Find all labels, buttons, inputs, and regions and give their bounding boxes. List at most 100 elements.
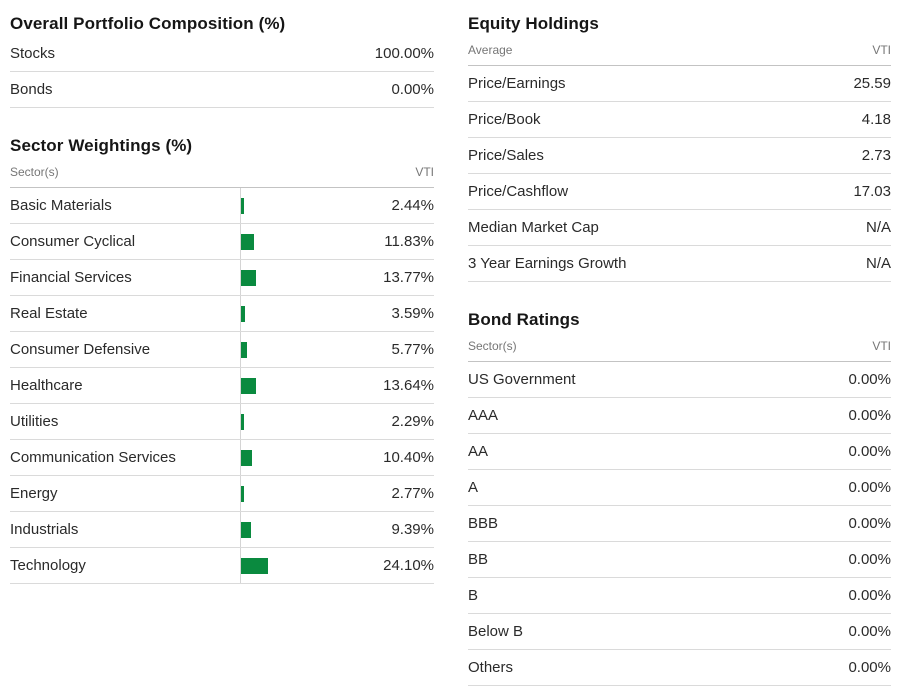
- table-row: Consumer Defensive 5.77%: [10, 332, 434, 368]
- row-label: AAA: [468, 407, 499, 424]
- row-label: B: [468, 587, 479, 604]
- row-label: Communication Services: [10, 449, 176, 466]
- row-value: 10.40%: [383, 449, 434, 466]
- row-label: BBB: [468, 515, 499, 532]
- table-row: Financial Services 13.77%: [10, 260, 434, 296]
- sector-weightings-column-header: Sector(s) VTI: [10, 158, 434, 188]
- sector-bar: [241, 377, 256, 394]
- sector-weightings-section: Sector Weightings (%) Sector(s) VTI Basi…: [10, 108, 434, 584]
- row-value: 24.10%: [383, 557, 434, 574]
- row-label: Below B: [468, 623, 524, 640]
- row-label: Industrials: [10, 521, 79, 538]
- row-value: 0.00%: [391, 81, 434, 98]
- row-value: 0.00%: [848, 659, 891, 676]
- portfolio-composition-title: Overall Portfolio Composition (%): [10, 14, 286, 33]
- row-value: 2.77%: [391, 485, 434, 502]
- table-row: Bonds 0.00%: [10, 72, 434, 108]
- row-value: 4.18: [861, 111, 891, 128]
- table-row: Median Market Cap N/A: [468, 210, 891, 246]
- row-value: 25.59: [853, 75, 891, 92]
- row-value: 3.59%: [391, 305, 434, 322]
- row-label: Median Market Cap: [468, 219, 599, 236]
- sector-bar: [241, 269, 256, 286]
- row-label: AA: [468, 443, 489, 460]
- table-row: Healthcare 13.64%: [10, 368, 434, 404]
- table-row: 3 Year Earnings Growth N/A: [468, 246, 891, 282]
- bond-ratings-table: US Government 0.00% AAA 0.00% AA 0.00% A 0.00% B…: [468, 362, 891, 686]
- column-header-ticker: VTI: [872, 43, 891, 57]
- row-label: Technology: [10, 557, 86, 574]
- sector-bar-cell: [240, 440, 383, 475]
- portfolio-composition-table: Stocks 100.00% Bonds 0.00%: [10, 36, 434, 108]
- row-label: Price/Cashflow: [468, 183, 569, 200]
- row-value: 0.00%: [848, 623, 891, 640]
- row-value: 2.73: [861, 147, 891, 164]
- row-label: Price/Sales: [468, 147, 544, 164]
- row-label: 3 Year Earnings Growth: [468, 255, 627, 272]
- equity-holdings-column-header: Average VTI: [468, 36, 891, 66]
- table-row: BBB 0.00%: [468, 506, 891, 542]
- sector-bar: [241, 341, 247, 358]
- row-label: Utilities: [10, 413, 59, 430]
- sector-bar: [241, 485, 244, 502]
- row-label: Healthcare: [10, 377, 83, 394]
- row-label: BB: [468, 551, 489, 568]
- sector-bar-cell: [240, 404, 391, 439]
- row-label: Basic Materials: [10, 197, 112, 214]
- table-row: AAA 0.00%: [468, 398, 891, 434]
- sector-bar: [241, 557, 268, 574]
- row-value: 13.77%: [383, 269, 434, 286]
- table-row: Below B 0.00%: [468, 614, 891, 650]
- table-row: B 0.00%: [468, 578, 891, 614]
- table-row: Real Estate 3.59%: [10, 296, 434, 332]
- row-value: 0.00%: [848, 443, 891, 460]
- bond-ratings-title: Bond Ratings: [468, 310, 580, 329]
- row-value: 17.03: [853, 183, 891, 200]
- equity-holdings-section: Equity Holdings Average VTI Price/Earnin…: [468, 0, 891, 282]
- sector-bar-cell: [240, 260, 383, 295]
- row-value: 100.00%: [374, 45, 434, 62]
- equity-holdings-title: Equity Holdings: [468, 14, 599, 33]
- sector-bar: [241, 197, 244, 214]
- sector-bar: [241, 521, 251, 538]
- sector-bar-cell: [240, 332, 391, 367]
- sector-bar-cell: [240, 368, 383, 403]
- sector-bar-cell: [240, 512, 391, 547]
- sector-bar: [241, 413, 244, 430]
- row-label: Financial Services: [10, 269, 132, 286]
- table-row: Consumer Cyclical 11.83%: [10, 224, 434, 260]
- row-value: 0.00%: [848, 407, 891, 424]
- row-value: N/A: [865, 219, 891, 236]
- column-header-ticker: VTI: [415, 165, 434, 179]
- table-row: Technology 24.10%: [10, 548, 434, 584]
- row-label: Price/Earnings: [468, 75, 566, 92]
- table-row: Price/Sales 2.73: [468, 138, 891, 174]
- column-header-label: Sector(s): [10, 165, 59, 179]
- table-row: Price/Earnings 25.59: [468, 66, 891, 102]
- row-value: 11.83%: [384, 233, 434, 250]
- sector-bar: [241, 449, 252, 466]
- column-header-ticker: VTI: [872, 339, 891, 353]
- table-row: Communication Services 10.40%: [10, 440, 434, 476]
- table-row: Industrials 9.39%: [10, 512, 434, 548]
- table-row: Price/Cashflow 17.03: [468, 174, 891, 210]
- bond-ratings-section: Bond Ratings Sector(s) VTI US Government…: [468, 282, 891, 686]
- sector-bar-cell: [240, 188, 391, 223]
- sector-bar: [241, 233, 254, 250]
- row-value: N/A: [865, 255, 891, 272]
- table-row: A 0.00%: [468, 470, 891, 506]
- row-value: 5.77%: [391, 341, 434, 358]
- row-label: Price/Book: [468, 111, 541, 128]
- sector-bar: [241, 305, 245, 322]
- row-label: A: [468, 479, 479, 496]
- sector-bar-cell: [240, 548, 383, 583]
- table-row: Basic Materials 2.44%: [10, 188, 434, 224]
- row-label: Consumer Defensive: [10, 341, 151, 358]
- table-row: US Government 0.00%: [468, 362, 891, 398]
- row-label: Bonds: [10, 81, 53, 98]
- row-label: Real Estate: [10, 305, 88, 322]
- row-value: 0.00%: [848, 479, 891, 496]
- left-column: Overall Portfolio Composition (%) Stocks…: [10, 0, 434, 686]
- row-value: 13.64%: [383, 377, 434, 394]
- right-column: Equity Holdings Average VTI Price/Earnin…: [468, 0, 891, 686]
